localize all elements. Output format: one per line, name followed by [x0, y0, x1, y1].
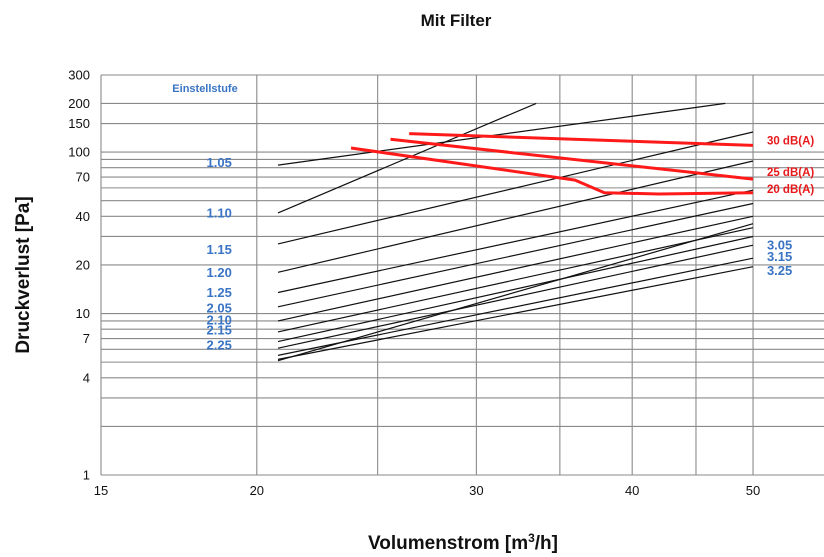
- setting-line: [277, 244, 754, 349]
- setting-line: [277, 102, 537, 214]
- x-tick-label: 15: [94, 483, 108, 498]
- x-axis-title-main: Volumenstrom [m: [368, 533, 528, 554]
- setting-line: [277, 223, 754, 362]
- setting-line: [277, 131, 754, 245]
- sound-label: 25 dB(A): [767, 167, 814, 179]
- y-axis-title: Druckverlust [Pa]: [13, 196, 34, 353]
- y-tick-label: 20: [76, 257, 90, 272]
- grid: [100, 74, 824, 476]
- sound-line: [390, 137, 754, 181]
- legend-title: Einstellstufe: [172, 83, 237, 95]
- x-axis-title-sup: 3: [528, 531, 535, 545]
- setting-label: 2.10: [207, 313, 232, 328]
- sound-line: [409, 132, 754, 147]
- setting-line: [277, 160, 754, 273]
- x-tick-label: 50: [746, 483, 760, 498]
- y-tick-label: 7: [83, 331, 90, 346]
- series-group: [277, 102, 754, 362]
- setting-label: 2.05: [207, 301, 232, 316]
- sound-label: 20 dB(A): [767, 184, 814, 196]
- sound-label: 30 dB(A): [767, 135, 814, 147]
- setting-label: 2.15: [207, 323, 232, 338]
- setting-line: [277, 257, 754, 356]
- setting-line: [277, 235, 754, 343]
- setting-label: 2.25: [207, 337, 232, 352]
- y-tick-label: 100: [68, 145, 90, 160]
- setting-line: [277, 215, 754, 322]
- setting-line: [277, 202, 754, 308]
- setting-label: 1.10: [207, 205, 232, 220]
- y-tick-label: 200: [68, 96, 90, 111]
- setting-label: 1.05: [207, 155, 232, 170]
- setting-label: 3.05: [767, 238, 792, 253]
- setting-line: [277, 266, 754, 360]
- series-labels: 1.05 1.10 1.15 1.20 1.252.052.102.152.25 3.05…: [207, 135, 815, 352]
- y-tick-label: 70: [76, 170, 90, 185]
- y-tick-label: 4: [83, 370, 90, 385]
- setting-label: 3.15: [767, 249, 792, 264]
- chart-title: Mit Filter: [421, 11, 492, 30]
- x-tick-label: 20: [250, 483, 264, 498]
- setting-line: [277, 227, 754, 333]
- setting-line: [277, 189, 754, 294]
- y-tick-label: 40: [76, 209, 90, 224]
- x-axis-title-end: /h]: [535, 533, 558, 554]
- y-tick-label: 10: [76, 306, 90, 321]
- y-tick-label: 150: [68, 116, 90, 131]
- setting-label: 3.25: [767, 263, 792, 278]
- setting-label: 1.15: [207, 242, 232, 257]
- y-tick-label: 1: [83, 468, 90, 483]
- setting-line: [277, 102, 726, 166]
- x-axis-title: Volumenstrom [m3/h]: [368, 531, 558, 554]
- x-tick-label: 40: [625, 483, 639, 498]
- tick-labels: 1 4 7 10 20 40 70 100 150 200 300 15 20 30 40 50: [68, 68, 760, 499]
- setting-label: 1.20: [207, 265, 232, 280]
- x-tick-label: 30: [469, 483, 483, 498]
- setting-label: 1.25: [207, 285, 232, 300]
- sound-line: [350, 146, 754, 196]
- y-tick-label: 300: [68, 68, 90, 83]
